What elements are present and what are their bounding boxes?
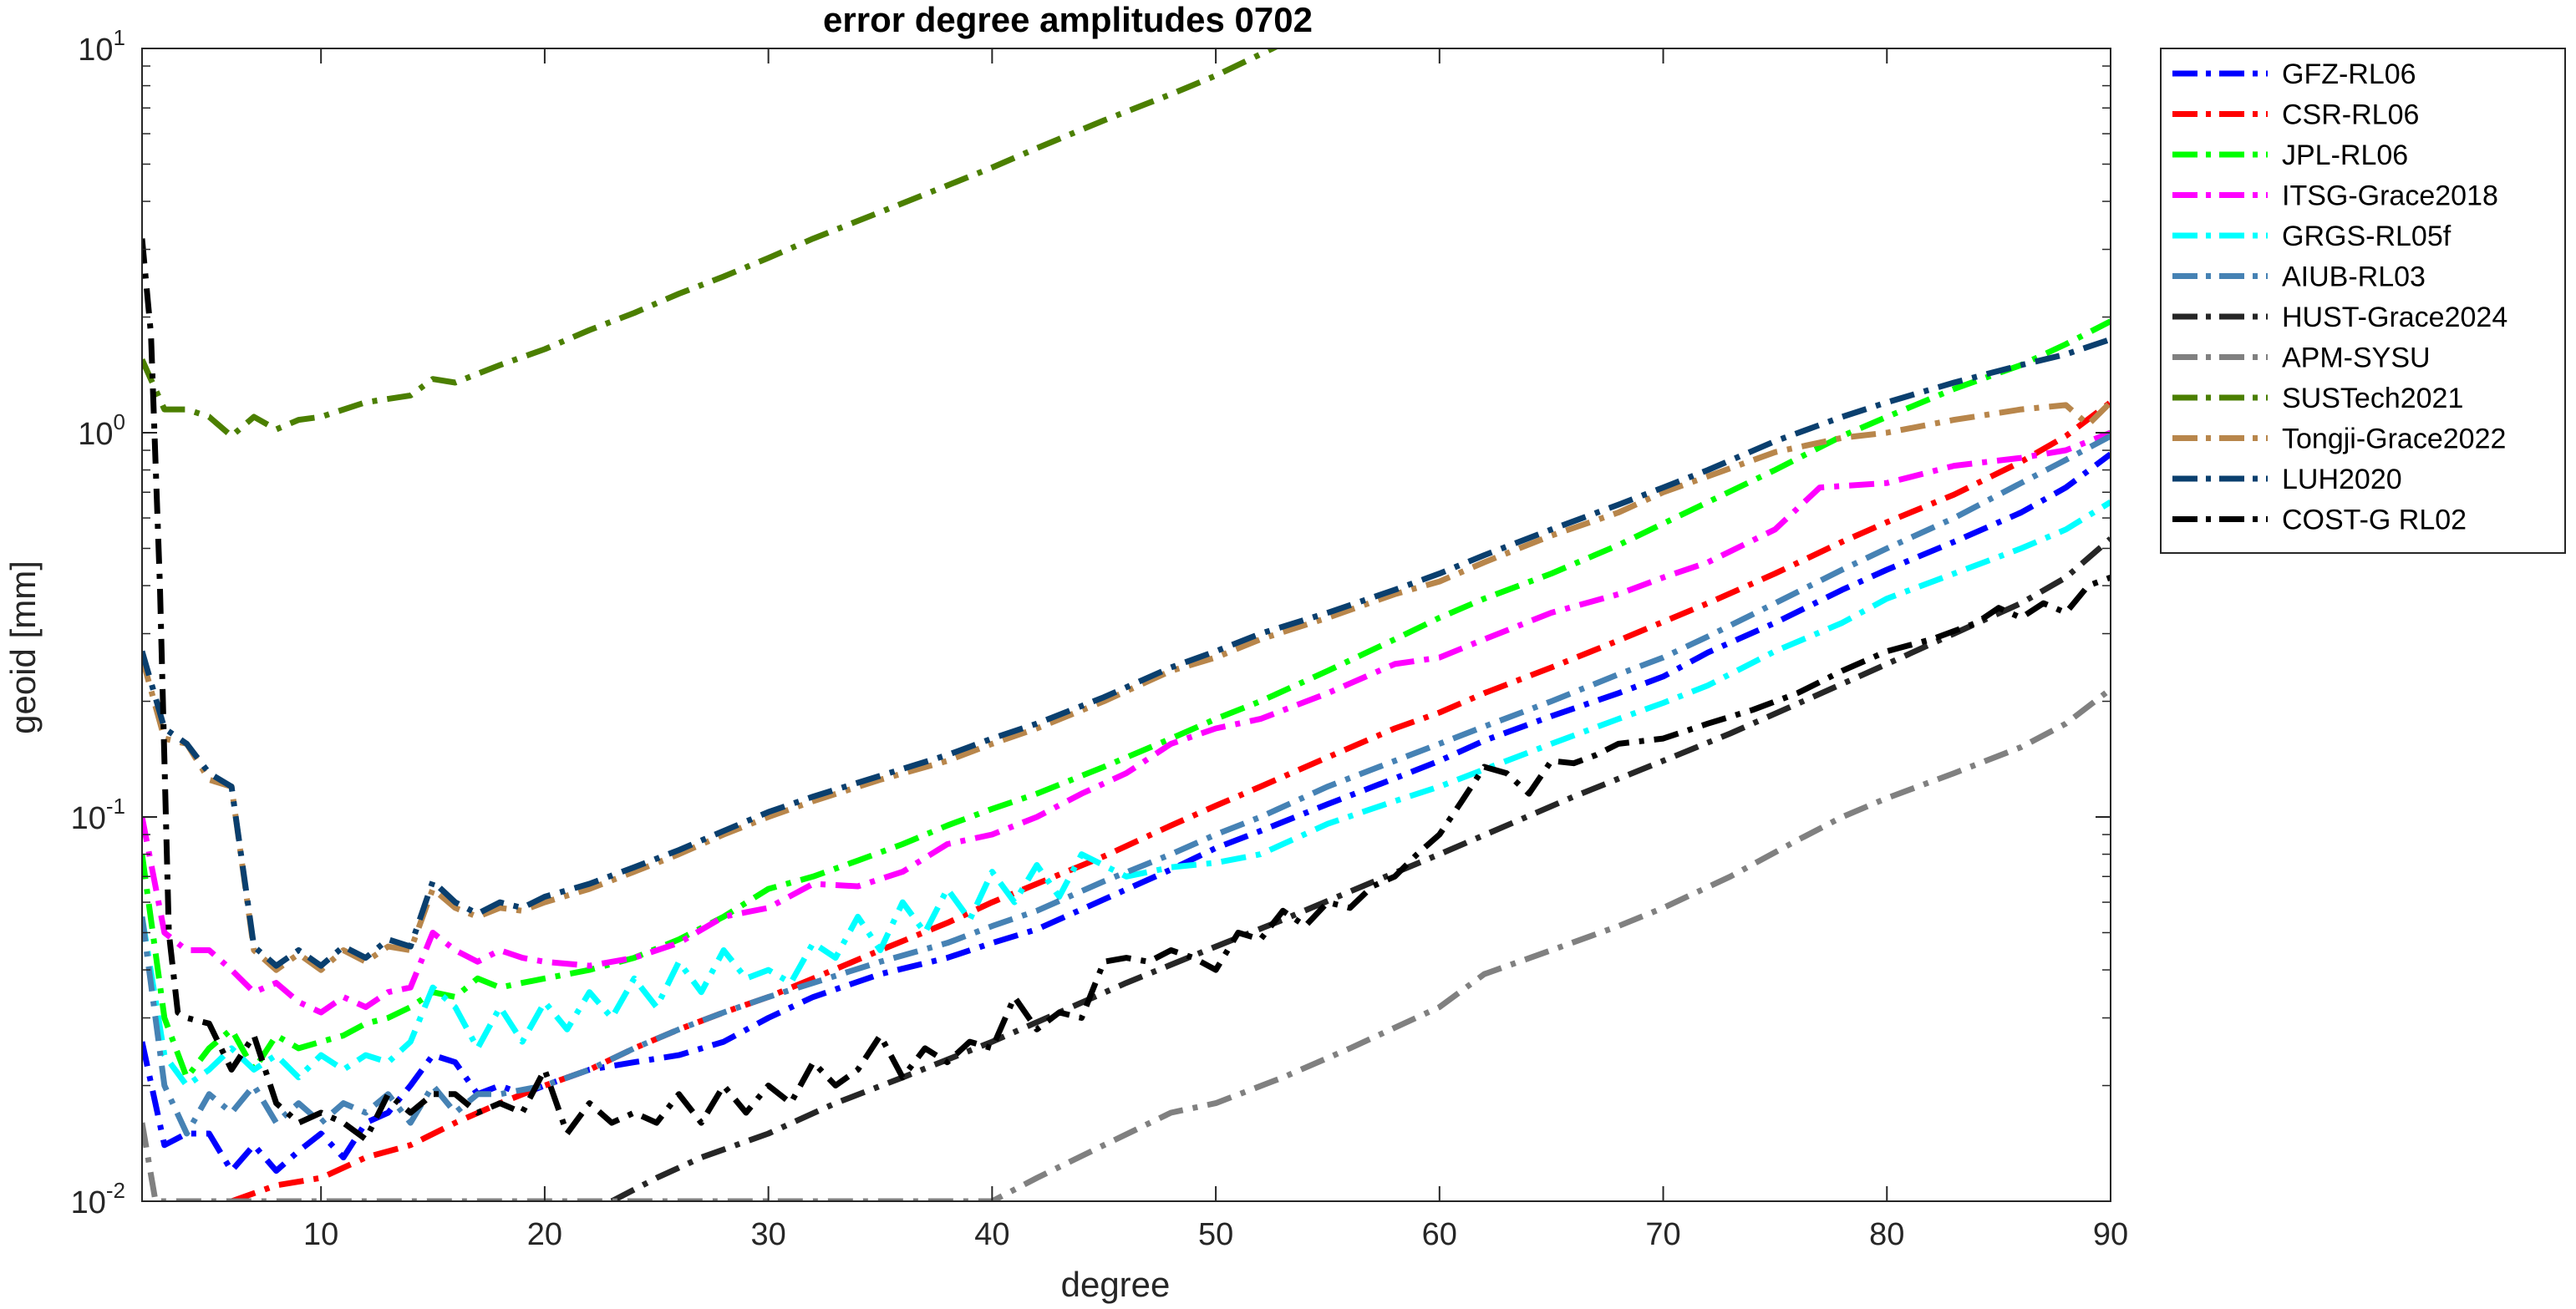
series-line-luh2020 [142,336,2111,969]
series-line-jpl-rl06 [142,318,2111,1081]
legend-label-aiub-rl03: AIUB-RL03 [2282,261,2426,293]
x-axis-label: degree [1061,1265,1171,1304]
series-line-tongji-grace2022 [142,400,2111,973]
legend-label-jpl-rl06: JPL-RL06 [2282,140,2408,171]
series-layer [142,48,2111,1201]
plot-frame [141,48,2111,1202]
plot-background [142,48,2111,1201]
x-tick-label: 70 [1645,1217,1680,1252]
x-tick-label: 50 [1198,1217,1233,1252]
series-line-apm-sysu [142,687,2111,1201]
legend-label-hust-grace2024: HUST-Grace2024 [2282,302,2507,333]
legend-label-apm-sysu: APM-SYSU [2282,342,2431,374]
x-tick-label: 80 [1869,1217,1904,1252]
legend-label-cost-g-rl02: COST-G RL02 [2282,505,2467,536]
series-line-sustech2021 [142,48,1280,439]
x-tick-label: 20 [527,1217,562,1252]
chart-title: error degree amplitudes 0702 [823,0,1313,39]
series-line-cost-g-rl02 [142,238,2111,1143]
y-tick-label: 101 [78,25,125,68]
y-tick-label: 10-2 [71,1178,125,1220]
legend: GFZ-RL06 CSR-RL06 JPL-RL06 ITSG-Grace2018 GR… [2160,48,2566,554]
x-tick-label: 90 [2093,1217,2128,1252]
legend-label-grgs-rl05f: GRGS-RL05f [2282,221,2452,252]
legend-label-gfz-rl06: GFZ-RL06 [2282,58,2416,90]
series-line-hust-grace2024 [610,536,2111,1201]
x-tick-label: 40 [974,1217,1009,1252]
legend-label-luh2020: LUH2020 [2282,464,2402,495]
series-line-itsg-grace2018 [142,429,2111,1016]
x-tick-label: 10 [303,1217,338,1252]
tick-layer: 10 20 30 40 50 60 70 80 90 10-2 10-1 100 101 [71,25,2129,1252]
legend-label-itsg-grace2018: ITSG-Grace2018 [2282,180,2498,212]
legend-label-tongji-grace2022: Tongji-Grace2022 [2282,424,2506,455]
y-tick-label: 10-1 [71,794,125,836]
legend-box [2160,48,2566,554]
y-tick-label: 100 [78,409,125,452]
x-tick-label: 30 [750,1217,785,1252]
x-tick-label: 60 [1422,1217,1457,1252]
legend-label-sustech2021: SUSTech2021 [2282,383,2463,414]
legend-label-csr-rl06: CSR-RL06 [2282,99,2419,131]
series-line-grgs-rl05f [142,500,2111,1088]
series-line-gfz-rl06 [142,451,2111,1175]
y-axis-label: geoid [mm] [3,561,43,734]
